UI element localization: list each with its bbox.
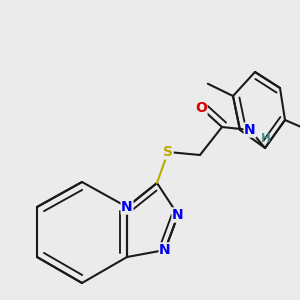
Text: N: N bbox=[244, 123, 256, 137]
Text: N: N bbox=[121, 200, 133, 214]
Text: S: S bbox=[163, 145, 173, 159]
Text: N: N bbox=[159, 243, 171, 257]
Text: N: N bbox=[172, 208, 184, 222]
Text: H: H bbox=[261, 131, 271, 145]
Text: O: O bbox=[195, 101, 207, 115]
